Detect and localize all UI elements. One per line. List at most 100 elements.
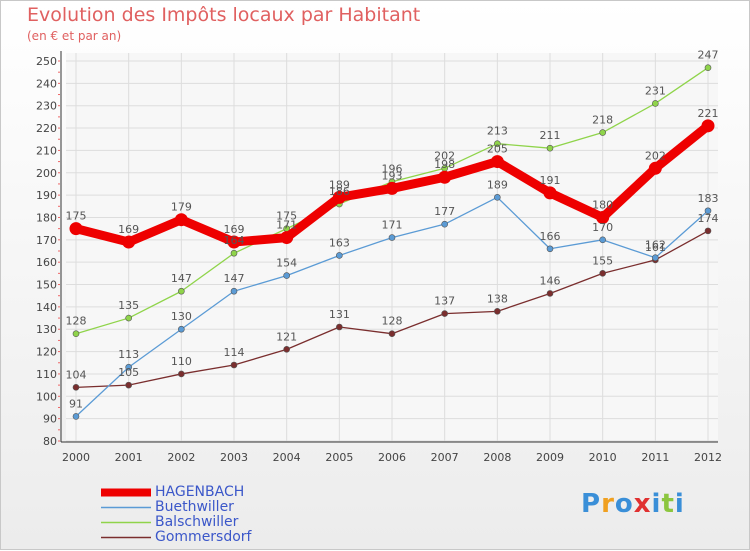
chart-subtitle: (en € et par an) [27,29,122,43]
data-point-hagenbach [648,161,662,175]
data-label-hagenbach: 198 [434,158,455,171]
y-tick-label: 240 [36,77,57,90]
data-point-hagenbach [490,155,504,169]
legend-item-hagenbach: HAGENBACH [101,485,252,500]
data-point-hagenbach [174,213,188,227]
legend-swatch-gommersdorf [101,536,151,539]
logo-letter: x [633,489,652,519]
legend-label-hagenbach: HAGENBACH [155,484,245,500]
y-tick-label: 140 [36,301,57,314]
x-tick-label: 2009 [536,451,564,464]
y-tick-label: 200 [36,167,57,180]
data-point-buethwiller [652,254,659,262]
data-label-hagenbach: 169 [118,223,139,236]
data-point-gommersdorf [704,227,712,235]
data-point-buethwiller [599,236,606,244]
legend-label-buethwiller: Buethwiller [155,499,234,515]
data-label-balschwiller: 202 [434,149,455,162]
data-point-hagenbach [438,170,452,184]
data-label-balschwiller: 218 [592,114,613,127]
data-label-gommersdorf: 155 [592,254,613,267]
x-tick-label: 2011 [641,451,669,464]
data-point-balschwiller [652,100,659,107]
x-tick-label: 2006 [378,451,406,464]
data-point-buethwiller [388,234,396,241]
data-label-gommersdorf: 114 [224,346,245,359]
data-point-buethwiller [283,272,290,279]
data-point-gommersdorf [230,361,238,369]
y-tick-label: 90 [43,413,57,426]
data-label-balschwiller: 247 [698,49,719,62]
data-label-hagenbach: 191 [540,174,561,187]
data-point-gommersdorf [441,310,448,317]
y-tick-label: 220 [36,122,57,135]
y-tick-label: 230 [36,100,57,113]
data-point-buethwiller [704,207,712,215]
data-label-hagenbach: 189 [329,178,350,191]
x-tick-label: 2001 [115,451,143,464]
data-label-balschwiller: 211 [540,129,561,142]
data-label-buethwiller: 154 [276,257,297,270]
x-tick-label: 2007 [431,451,459,464]
data-point-buethwiller [494,194,501,201]
y-tick-label: 130 [36,323,57,336]
data-label-hagenbach: 180 [592,198,613,211]
data-point-balschwiller [494,140,501,148]
data-label-buethwiller: 171 [382,219,403,232]
legend-label-gommersdorf: Gommersdorf [155,529,252,545]
data-label-hagenbach: 205 [487,143,508,156]
data-point-balschwiller [546,144,554,152]
chart-legend: HAGENBACH Buethwiller Balschwiller Gomme… [101,485,252,545]
legend-label-balschwiller: Balschwiller [155,514,239,530]
data-label-buethwiller: 162 [645,239,666,252]
logo-letter: t [661,489,675,519]
data-label-hagenbach: 179 [171,201,192,214]
data-label-balschwiller: 231 [645,84,666,97]
data-point-gommersdorf [125,381,132,389]
data-label-buethwiller: 91 [69,397,83,410]
data-point-hagenbach [385,181,399,195]
data-point-balschwiller [125,314,132,322]
data-point-gommersdorf [388,330,396,338]
data-label-buethwiller: 130 [171,310,192,323]
data-point-buethwiller [72,413,80,420]
x-tick-label: 2005 [325,451,353,464]
data-label-gommersdorf: 146 [540,274,561,287]
data-label-hagenbach: 171 [276,219,297,232]
data-label-hagenbach: 221 [698,107,719,120]
data-point-gommersdorf [494,308,501,315]
proxiti-logo: Proxiti [581,489,685,519]
x-tick-label: 2008 [483,451,511,464]
data-point-balschwiller [599,129,606,136]
data-label-buethwiller: 183 [698,192,719,205]
logo-letter: i [651,489,662,519]
data-label-buethwiller: 147 [224,272,245,285]
data-label-hagenbach: 175 [66,210,87,223]
data-point-gommersdorf [599,270,606,277]
y-tick-label: 120 [36,346,57,359]
x-tick-label: 2004 [273,451,301,464]
data-point-hagenbach [227,235,241,249]
data-point-gommersdorf [178,370,185,378]
y-tick-label: 210 [36,144,57,157]
data-point-hagenbach [122,235,136,249]
data-label-balschwiller: 175 [276,210,297,223]
data-label-buethwiller: 163 [329,236,350,249]
data-label-gommersdorf: 105 [118,366,139,379]
y-tick-label: 150 [36,279,57,292]
data-label-buethwiller: 113 [118,348,139,361]
data-point-gommersdorf [546,290,554,297]
data-point-buethwiller [230,287,238,295]
data-point-hagenbach [332,190,346,204]
data-label-gommersdorf: 104 [66,368,87,381]
data-point-hagenbach [280,231,294,245]
data-point-buethwiller [125,363,132,371]
data-point-gommersdorf [283,346,290,353]
data-label-buethwiller: 170 [592,221,613,234]
data-label-gommersdorf: 137 [434,295,455,308]
data-point-buethwiller [441,220,448,228]
data-point-buethwiller [336,252,343,259]
data-label-gommersdorf: 110 [171,355,192,368]
